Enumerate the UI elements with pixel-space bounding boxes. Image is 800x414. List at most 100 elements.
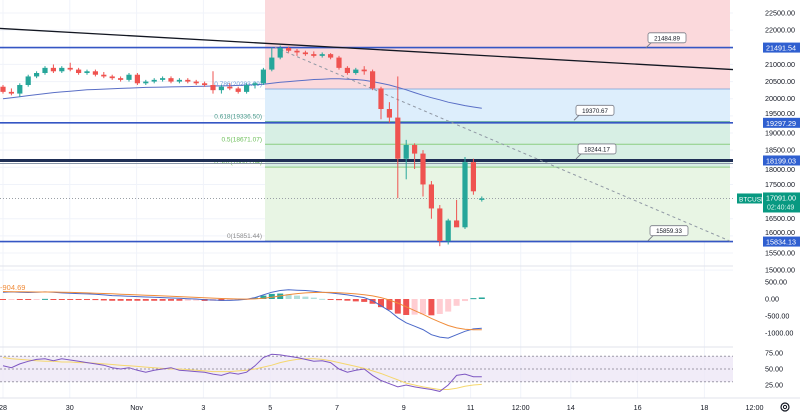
price-level-badge[interactable] [763,155,800,166]
candle-body [17,85,23,94]
macd-histogram-bar [0,299,6,300]
time-tick-label: 5 [268,403,272,412]
candle [319,52,325,58]
candle-body [454,220,460,228]
price-callout[interactable] [647,32,687,44]
symbol-label: BTCUSD [739,196,766,203]
macd-histogram-bar [58,299,65,300]
candle [25,74,31,87]
macd-histogram-bar [285,294,292,299]
candle [277,45,283,60]
rsi-line [2,353,482,392]
price-level-badge[interactable] [763,117,800,128]
moving-average-line [2,78,482,109]
candle-body [92,71,98,75]
macd-histogram-bar [100,299,107,301]
candle [185,78,191,84]
price-tick-label: 22500.00 [765,9,795,18]
candle [252,81,258,89]
price-callouts[interactable]: 21484.89 19370.67 18244.17 15859.33 [573,32,689,242]
candle-body [0,86,6,92]
macd-histogram-bar [294,295,300,299]
macd-histogram-bar [361,299,368,302]
time-axis[interactable]: 28 30 Nov 3 5 7 9 11 12:00 14 16 18 12:00 [0,397,800,412]
price-level-badge[interactable] [763,236,800,247]
price-axis[interactable]: 22500.00 22000.00 21000.00 20500.00 20000.00… [733,0,800,398]
candle [302,50,308,56]
candle-body [227,86,233,89]
candle [202,81,208,87]
time-tick-label: 7 [335,403,339,412]
candle-body [210,85,216,91]
macd-histogram-bar [260,295,267,299]
macd-tick-label: -500.00 [765,312,789,321]
price-callout[interactable] [649,225,689,237]
drawings[interactable] [0,27,734,243]
candle-body [126,74,132,80]
candle-body [151,79,157,82]
price-tick-label: 18000.00 [765,165,795,174]
macd-histogram-bar [394,299,401,314]
time-tick-label: 9 [402,403,406,412]
candle [244,83,250,94]
macd-histogram-bar [226,299,233,301]
settings-gear-icon[interactable] [780,402,790,412]
dashed-trendline[interactable] [274,46,731,242]
price-tick-label: 17500.00 [765,180,795,189]
macd-histogram-bar [126,299,132,301]
time-tick-label: 14 [567,403,575,412]
macd-histogram-bar [67,299,74,300]
price-callout-label: 19370.67 [582,108,608,115]
candle [479,196,485,202]
candle-body [42,67,48,74]
candle-body [286,47,292,51]
candle-body [361,69,367,72]
candle-body [76,69,82,74]
macd-histogram-bar [327,299,334,300]
macd-value-label: -904.69 [0,283,25,292]
macd-histogram-bar [50,299,57,300]
time-tick-label: 12:00 [512,403,530,412]
price-level-badge[interactable] [763,42,800,53]
candle-body [84,71,90,74]
macd-histogram-bar [436,299,443,314]
trendline[interactable] [0,27,734,71]
fib-zone-0786-0618 [265,88,730,122]
candle [353,67,359,75]
candle-body [218,86,224,91]
macd-histogram-bar [420,299,426,315]
macd-histogram-bar [336,299,342,301]
macd-histogram-bar [470,298,477,300]
candle [260,67,266,86]
candle [227,83,233,91]
candle-body [134,74,140,84]
candle-body [445,220,451,242]
bar-countdown-label: 02:40:49 [767,204,794,211]
candle [59,66,65,74]
price-tick-label: 15500.00 [765,249,795,258]
candle [445,218,451,245]
macd-histogram-bar [302,296,309,299]
price-level-badge-label: 21491.54 [766,44,796,53]
candle-body [412,145,418,154]
candle-body [260,69,266,84]
macd-signal-line [2,291,482,331]
candle-body [25,76,31,86]
candle [328,53,334,60]
time-tick-label: 28 [0,403,7,412]
candle [370,69,376,91]
macd-histogram-bar [42,298,48,300]
candle-body [168,78,174,82]
price-level-badge-label: 18199.03 [766,156,796,165]
symbol-badge [737,193,762,204]
fib-level-label: 0(15851.44) [227,233,262,240]
price-tick-label: 19500.00 [765,109,795,118]
price-callout[interactable] [575,104,615,116]
price-callout[interactable] [577,143,617,155]
candle-body [428,184,434,209]
macd-histogram-bar [453,299,460,306]
last-price-label: 17091.00 [766,193,796,202]
candle [17,83,23,98]
candle-body [328,54,334,58]
